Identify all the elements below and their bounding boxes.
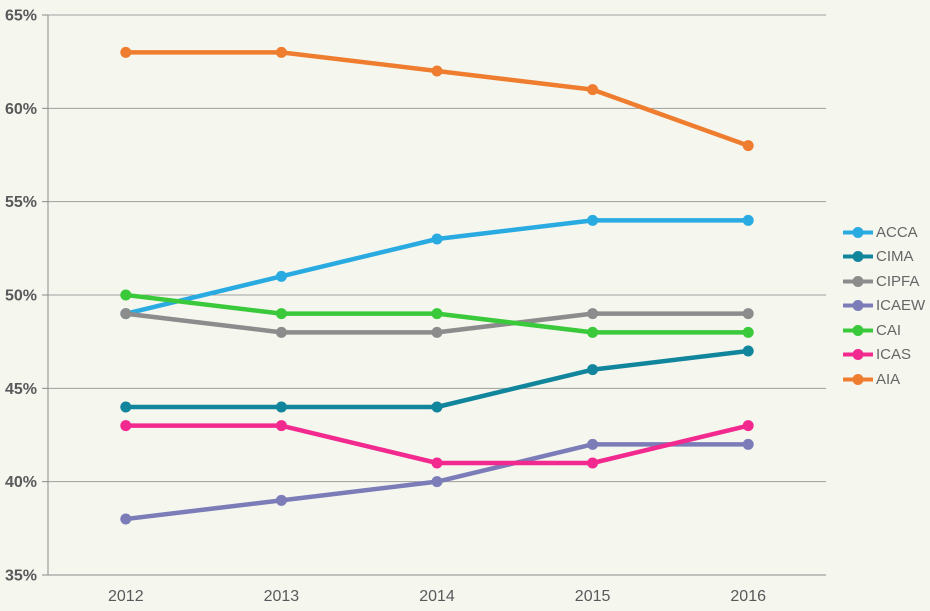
legend-item-cipfa[interactable]: CIPFA [843,269,925,294]
point-aia-2014 [431,65,443,77]
point-cipfa-2012 [120,308,132,320]
point-aia-2013 [275,46,287,58]
point-cai-2012 [120,289,132,301]
legend-marker-icon [843,300,873,312]
legend-marker-icon [843,251,873,263]
point-cipfa-2013 [275,326,287,338]
x-axis-label: 2013 [264,588,300,605]
point-icas-2013 [275,420,287,432]
y-axis-label: 40% [5,474,37,491]
legend-item-aia[interactable]: AIA [843,367,925,392]
point-cipfa-2014 [431,326,443,338]
point-cai-2013 [275,308,287,320]
point-icaew-2014 [431,476,443,488]
legend-item-icas[interactable]: ICAS [843,343,925,368]
legend-marker-icon [843,226,873,238]
legend-marker-icon [843,373,873,385]
legend-label: CIMA [876,248,914,266]
point-cai-2014 [431,308,443,320]
y-axis-label: 50% [5,288,37,305]
point-aia-2016 [742,140,754,152]
y-axis-label: 65% [5,8,37,25]
point-acca-2014 [431,233,443,245]
x-axis-label: 2015 [575,588,611,605]
point-icas-2014 [431,457,443,469]
point-cipfa-2015 [587,308,599,320]
legend-label: ICAS [876,346,912,364]
x-axis-label: 2012 [108,588,144,605]
legend-label: CAI [876,321,902,339]
point-icaew-2013 [275,494,287,506]
y-axis-label: 60% [5,101,37,118]
point-cai-2016 [742,326,754,338]
legend-item-icaew[interactable]: ICAEW [843,294,925,319]
point-icas-2015 [587,457,599,469]
legend-label: CIPFA [876,272,920,290]
x-axis-label: 2016 [730,588,766,605]
legend-marker-icon [843,324,873,336]
point-icaew-2012 [120,513,132,525]
point-cima-2014 [431,401,443,413]
point-cima-2012 [120,401,132,413]
legend-label: ACCA [876,223,918,241]
point-cima-2016 [742,345,754,357]
point-aia-2015 [587,84,599,96]
legend-item-cai[interactable]: CAI [843,318,925,343]
chart-legend: ACCA CIMA CIPFA ICAEW CAI ICAS AIA [843,220,925,392]
point-cai-2015 [587,326,599,338]
point-icaew-2016 [742,438,754,450]
legend-label: ICAEW [876,297,926,315]
legend-item-cima[interactable]: CIMA [843,245,925,270]
legend-item-acca[interactable]: ACCA [843,220,925,245]
point-acca-2016 [742,214,754,226]
point-acca-2015 [587,214,599,226]
y-axis-label: 45% [5,381,37,398]
point-aia-2012 [120,46,132,58]
point-cipfa-2016 [742,308,754,320]
legend-marker-icon [843,275,873,287]
x-axis-label: 2014 [419,588,455,605]
point-acca-2013 [275,270,287,282]
y-axis-label: 55% [5,194,37,211]
point-cima-2015 [587,364,599,376]
legend-label: AIA [876,370,901,388]
y-axis-label: 35% [5,568,37,585]
point-icas-2012 [120,420,132,432]
point-icaew-2015 [587,438,599,450]
point-cima-2013 [275,401,287,413]
series-line-cima [123,348,751,410]
legend-marker-icon [843,349,873,361]
point-icas-2016 [742,420,754,432]
